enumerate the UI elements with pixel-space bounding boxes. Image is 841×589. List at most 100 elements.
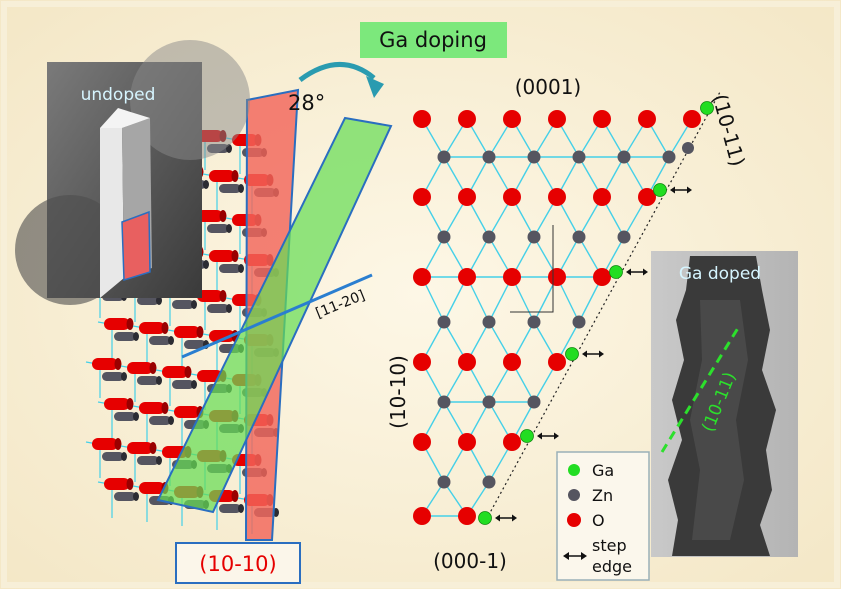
zn-cylinder-end [156, 456, 162, 465]
undoped-inset: undoped [15, 40, 250, 305]
o-atom [413, 507, 431, 525]
plane-label-box: (10-10) [175, 542, 301, 584]
o-cylinder [127, 362, 153, 374]
zn-atom [437, 315, 451, 329]
zn-cylinder-end [203, 260, 209, 269]
zn-cylinder-end [156, 296, 162, 305]
zn-cylinder [207, 224, 229, 233]
zn-cylinder-end [238, 184, 244, 193]
legend-step-label: step [592, 536, 627, 555]
o-cylinder-end [219, 210, 227, 222]
zn-atom [527, 395, 541, 409]
o-cylinder-end [114, 358, 122, 370]
o-cylinder-end [149, 362, 157, 374]
zn-atom [437, 475, 451, 489]
zn-cylinder-end [203, 180, 209, 189]
o-atom [548, 353, 566, 371]
zn-cylinder-end [121, 372, 127, 381]
zn-cylinder [172, 380, 194, 389]
o-cylinder [139, 322, 165, 334]
o-atom [413, 268, 431, 286]
zn-atom [482, 315, 496, 329]
plane-main-label: (10-10) [199, 552, 276, 576]
zn-atom [482, 150, 496, 164]
o-cylinder-end [149, 442, 157, 454]
o-atom [503, 353, 521, 371]
o-atom [458, 110, 476, 128]
direction-line-11-20 [181, 273, 373, 359]
ga-atom [478, 511, 492, 525]
zn-atom [527, 150, 541, 164]
o-cylinder-end [219, 290, 227, 302]
title-background [360, 22, 507, 58]
zn-cylinder [114, 412, 136, 421]
unit-cell-line [510, 225, 554, 313]
zn-cylinder-end [121, 452, 127, 461]
o-cylinder-end [126, 318, 134, 330]
zn-atom [572, 150, 586, 164]
sem-grain [130, 40, 250, 160]
nanorod-top [100, 108, 150, 128]
o-atom [413, 188, 431, 206]
sem-grain [15, 195, 125, 305]
doped-facet-line [660, 327, 740, 453]
o-atom [548, 188, 566, 206]
o-atom [548, 110, 566, 128]
o-atom [503, 110, 521, 128]
zn-cylinder [184, 340, 206, 349]
o-cylinder [174, 406, 200, 418]
zn-cylinder [137, 376, 159, 385]
legend-ga-label: Ga [592, 461, 614, 480]
zn-atom [527, 230, 541, 244]
o-atom [503, 268, 521, 286]
o-cylinder [104, 398, 130, 410]
lattice-2d [413, 91, 721, 525]
zn-cylinder [172, 300, 194, 309]
plane-label-top: (0001) [515, 75, 582, 99]
zn-cylinder [137, 296, 159, 305]
step-arrow-head [554, 432, 559, 440]
o-atom [638, 110, 656, 128]
zn-atom [482, 475, 496, 489]
zn-atom [617, 230, 631, 244]
o-cylinder [209, 170, 235, 182]
step-arrow-head [687, 186, 692, 194]
plane-10-11-tilted [156, 116, 393, 514]
zn-cylinder [219, 264, 241, 273]
step-arrow-head [537, 432, 542, 440]
o-cylinder-end [196, 326, 204, 338]
zn-cylinder [149, 416, 171, 425]
o-atom [503, 188, 521, 206]
o-cylinder [104, 318, 130, 330]
o-cylinder-end [161, 402, 169, 414]
o-atom [413, 353, 431, 371]
o-cylinder [197, 290, 223, 302]
nanowire-core [690, 300, 748, 540]
zn-atom [437, 230, 451, 244]
zn-atom [482, 230, 496, 244]
o-cylinder [197, 210, 223, 222]
ga-doped-inset: (10-11) Ga doped [651, 251, 798, 557]
o-cylinder [127, 442, 153, 454]
o-cylinder-end [231, 170, 239, 182]
zn-cylinder-end [168, 336, 174, 345]
zn-cylinder-end [133, 332, 139, 341]
step-arrow-head [599, 350, 604, 358]
o-cylinder [209, 250, 235, 262]
gray-dot-icon [568, 489, 580, 501]
o-cylinder [104, 478, 130, 490]
zn-cylinder-end [226, 304, 232, 313]
legend-o-label: O [592, 511, 605, 530]
zn-atom [662, 150, 676, 164]
plane-label-bottom: (000-1) [433, 549, 507, 573]
o-cylinder [92, 438, 118, 450]
plane-label-left: (10-10) [386, 355, 410, 429]
ga-atom [700, 101, 714, 115]
zn-cylinder-end [226, 224, 232, 233]
o-atom [593, 188, 611, 206]
o-cylinder [92, 358, 118, 370]
plane-label-frame [175, 542, 301, 584]
zn-atom [682, 142, 694, 154]
step-arrow-head [670, 186, 675, 194]
